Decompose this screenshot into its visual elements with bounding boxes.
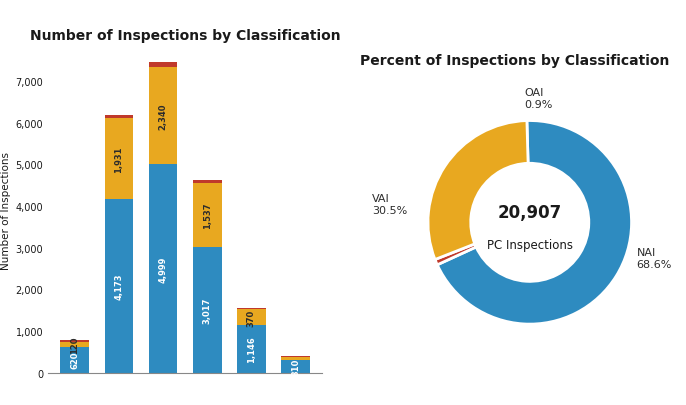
Bar	[60, 341, 89, 342]
Text: 1,146: 1,146	[247, 335, 256, 362]
Bar	[105, 116, 133, 119]
Bar	[281, 360, 310, 373]
Y-axis label: Number of Inspections: Number of Inspections	[1, 152, 11, 269]
Bar	[105, 199, 133, 373]
Text: 620: 620	[71, 351, 80, 369]
Bar	[237, 309, 265, 310]
Wedge shape	[435, 244, 476, 265]
Bar	[60, 342, 89, 347]
Bar	[105, 119, 133, 199]
Bar	[60, 347, 89, 373]
Text: 310: 310	[291, 358, 300, 375]
Title: Number of Inspections by Classification: Number of Inspections by Classification	[30, 29, 340, 43]
Text: 370: 370	[247, 309, 256, 326]
Title: Percent of Inspections by Classification: Percent of Inspections by Classification	[360, 54, 669, 68]
Bar	[149, 62, 178, 68]
Bar	[193, 180, 222, 183]
Bar	[193, 247, 222, 373]
Text: OAI
0.9%: OAI 0.9%	[525, 88, 553, 110]
Wedge shape	[437, 121, 632, 324]
Bar	[237, 310, 265, 325]
Bar	[237, 325, 265, 373]
Bar	[281, 356, 310, 357]
Text: 1,537: 1,537	[203, 202, 212, 228]
Text: 4,999: 4,999	[158, 256, 167, 282]
Text: 20,907: 20,907	[497, 204, 562, 222]
Text: 120: 120	[71, 336, 80, 353]
Wedge shape	[428, 121, 528, 260]
Text: 1,931: 1,931	[115, 146, 123, 173]
Bar	[193, 183, 222, 247]
Bar	[281, 357, 310, 360]
Text: PC Inspections: PC Inspections	[487, 239, 573, 252]
Text: NAI
68.6%: NAI 68.6%	[637, 247, 672, 269]
Bar	[149, 68, 178, 165]
Text: VAI
30.5%: VAI 30.5%	[372, 194, 407, 215]
Text: 3,017: 3,017	[203, 297, 212, 323]
Text: 4,173: 4,173	[115, 273, 123, 299]
Bar	[149, 165, 178, 373]
Text: 2,340: 2,340	[158, 103, 167, 130]
